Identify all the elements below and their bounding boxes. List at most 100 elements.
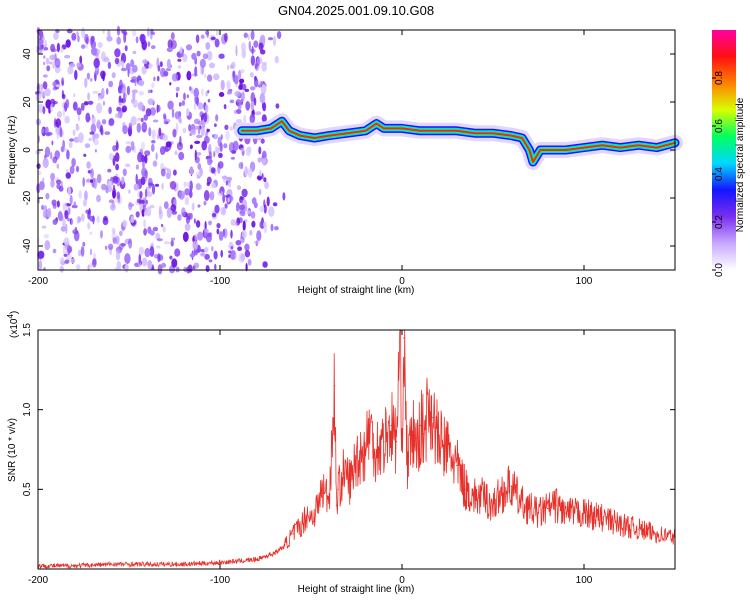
noise-dot (161, 262, 167, 268)
noise-dot (38, 250, 45, 259)
noise-dot (87, 100, 94, 105)
noise-dot (151, 140, 156, 144)
noise-dot (143, 114, 148, 121)
noise-dot (67, 217, 70, 222)
noise-dot (190, 212, 193, 220)
noise-dot (263, 221, 267, 228)
colorbar-tick-label: 0.2 (714, 215, 725, 229)
noise-dot (186, 107, 190, 117)
noise-dot (84, 190, 88, 201)
noise-dot (215, 146, 220, 154)
noise-dot (42, 209, 47, 218)
noise-dot (39, 89, 46, 98)
noise-dot (218, 152, 223, 158)
snr-series (37, 329, 676, 569)
noise-dot (139, 33, 146, 43)
noise-dot (220, 79, 225, 91)
noise-dot (97, 94, 101, 102)
noise-dot (144, 188, 148, 198)
x-tick-label: 100 (576, 276, 593, 287)
noise-dot (44, 146, 51, 158)
noise-dot (41, 34, 45, 45)
noise-dot (169, 82, 172, 86)
noise-dot (56, 111, 63, 118)
noise-dot (274, 55, 279, 64)
noise-dot (69, 194, 73, 205)
noise-dot (212, 134, 215, 138)
noise-dot (239, 204, 246, 211)
noise-dot (190, 89, 195, 95)
noise-dot (195, 220, 201, 228)
top-y-axis: -40 -20 0 20 40 (22, 48, 675, 253)
noise-dot (149, 107, 157, 116)
noise-dot (116, 191, 121, 200)
noise-dot (152, 226, 159, 232)
noise-dot (232, 70, 236, 79)
noise-dot (158, 209, 163, 220)
noise-dot (68, 141, 73, 149)
noise-dot (64, 54, 71, 59)
noise-dot (126, 85, 130, 96)
noise-dot (257, 157, 262, 163)
noise-dot (229, 250, 237, 260)
noise-dot (193, 262, 200, 269)
noise-dot (41, 204, 45, 211)
noise-dot (235, 109, 242, 114)
noise-dot (135, 173, 138, 185)
noise-dot (227, 182, 232, 188)
noise-dot (102, 71, 105, 82)
noise-dot (193, 240, 199, 251)
noise-dot (123, 32, 127, 43)
noise-dot (94, 180, 97, 190)
noise-dot (140, 176, 146, 185)
noise-dot (102, 100, 106, 106)
noise-dot (251, 220, 256, 228)
noise-dot (132, 64, 138, 73)
noise-dot (132, 90, 136, 102)
noise-dot (128, 201, 133, 211)
noise-dot (250, 55, 256, 66)
noise-dot (221, 175, 228, 180)
snr-point (519, 501, 521, 503)
noise-dot (188, 124, 192, 132)
noise-dot (114, 57, 120, 65)
noise-dot (101, 87, 105, 99)
snr-point (406, 464, 409, 466)
noise-dot (76, 62, 82, 68)
noise-dot (69, 165, 75, 175)
noise-dot (71, 258, 75, 264)
noise-dot (256, 230, 262, 242)
noise-dot (84, 77, 88, 88)
noise-dot (85, 179, 91, 183)
multiplier-label: (x104) (6, 311, 20, 338)
noise-dot (66, 28, 73, 34)
noise-dot (130, 216, 135, 223)
noise-dot (250, 211, 256, 219)
noise-dot (112, 237, 117, 245)
noise-dot (204, 104, 209, 114)
snr-point (601, 517, 603, 519)
noise-dot (173, 169, 177, 176)
noise-dot (60, 47, 64, 53)
noise-dot (226, 64, 230, 71)
noise-dot (250, 100, 255, 111)
noise-dot (223, 104, 227, 110)
noise-dot (249, 86, 256, 91)
noise-dot (222, 228, 228, 239)
snr-point (412, 433, 414, 435)
noise-dot (94, 149, 97, 153)
snr-point (437, 440, 439, 443)
noise-dot (194, 140, 201, 144)
noise-dot (100, 230, 103, 239)
noise-dot (250, 92, 256, 104)
snr-point (321, 488, 323, 490)
noise-dot (205, 265, 210, 273)
noise-dot (226, 176, 233, 182)
snr-point (537, 512, 540, 514)
top-x-axis-label: Height of straight line (km) (298, 285, 415, 296)
noise-dot (85, 36, 89, 45)
noise-dot (194, 156, 200, 164)
noise-dot (246, 210, 251, 215)
bottom-y-axis-label: SNR (10 * v/v) (7, 418, 18, 482)
noise-dot (194, 233, 198, 241)
